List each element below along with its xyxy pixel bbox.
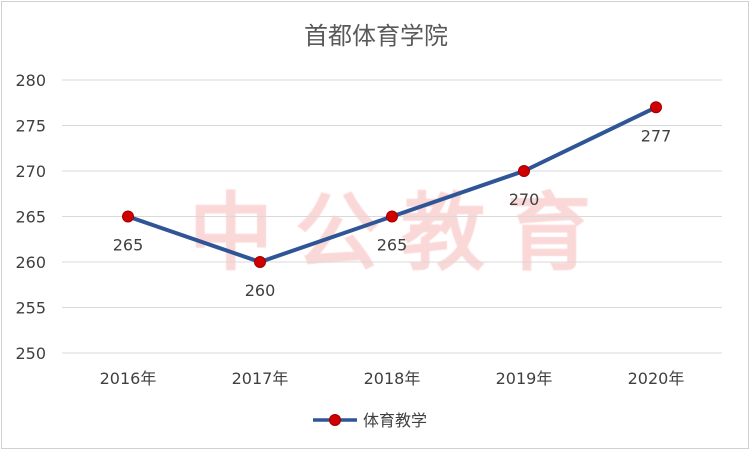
legend-label: 体育教学 (363, 411, 427, 430)
y-tick-label: 265 (15, 208, 46, 227)
legend: 体育教学 (313, 411, 427, 430)
y-tick-label: 280 (15, 71, 46, 90)
y-tick-label: 270 (15, 162, 46, 181)
data-label: 265 (113, 236, 144, 255)
data-label: 260 (245, 281, 276, 300)
data-point (122, 210, 134, 223)
y-tick-label: 260 (15, 253, 46, 272)
data-point (650, 101, 662, 114)
x-tick-label: 2018年 (364, 369, 421, 388)
chart-title: 首都体育学院 (304, 22, 448, 50)
legend-marker (329, 414, 341, 426)
data-label: 277 (641, 126, 672, 145)
y-tick-label: 255 (15, 299, 46, 318)
y-tick-label: 250 (15, 344, 46, 363)
data-point (386, 210, 398, 223)
data-point (518, 165, 530, 177)
data-label: 270 (509, 190, 540, 209)
data-label: 265 (377, 236, 408, 255)
y-tick-label: 275 (15, 117, 46, 136)
x-tick-label: 2016年 (100, 369, 157, 388)
x-tick-label: 2019年 (496, 369, 553, 388)
x-tick-label: 2017年 (232, 369, 289, 388)
data-point (254, 256, 266, 268)
x-tick-label: 2020年 (628, 369, 685, 388)
